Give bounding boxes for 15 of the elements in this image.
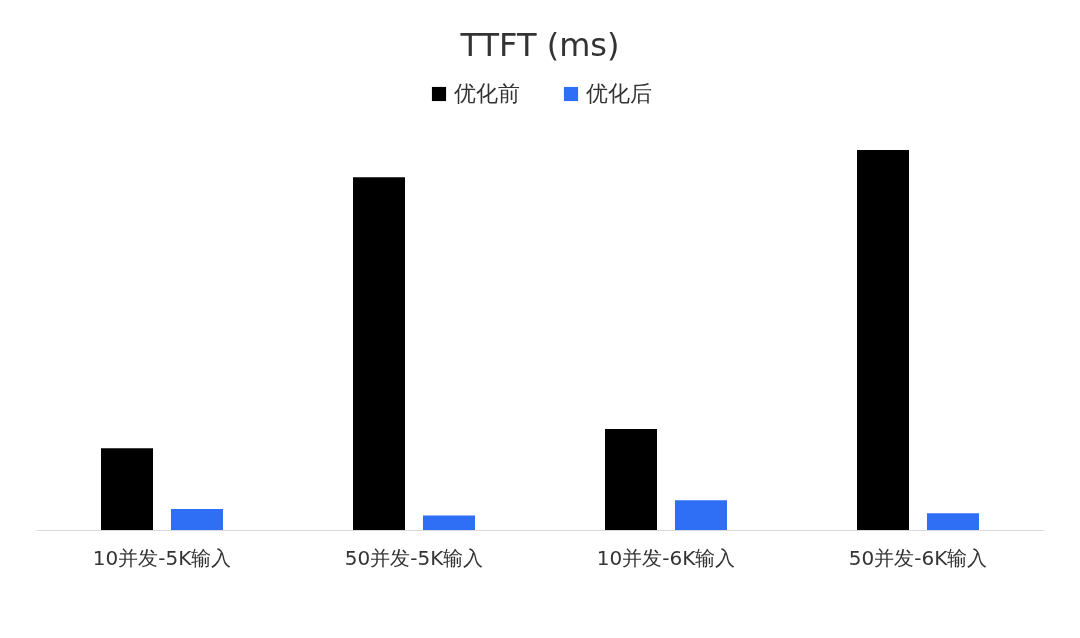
bar [605,428,657,530]
x-tick-label: 10并发-6K输入 [596,545,736,570]
legend-label: 优化前 [454,81,520,106]
bar [171,509,223,530]
x-tick-label: 50并发-5K输入 [344,545,484,570]
x-tick-label: 10并发-5K输入 [92,545,232,570]
bar [101,448,153,530]
bar [423,515,475,530]
bar [353,177,405,530]
x-tick-label: 50并发-6K输入 [848,545,988,570]
legend-label: 优化后 [586,81,652,106]
bar [675,500,727,530]
chart-title: TTFT (ms) [459,26,620,64]
bar [927,513,979,530]
bar [857,150,909,530]
